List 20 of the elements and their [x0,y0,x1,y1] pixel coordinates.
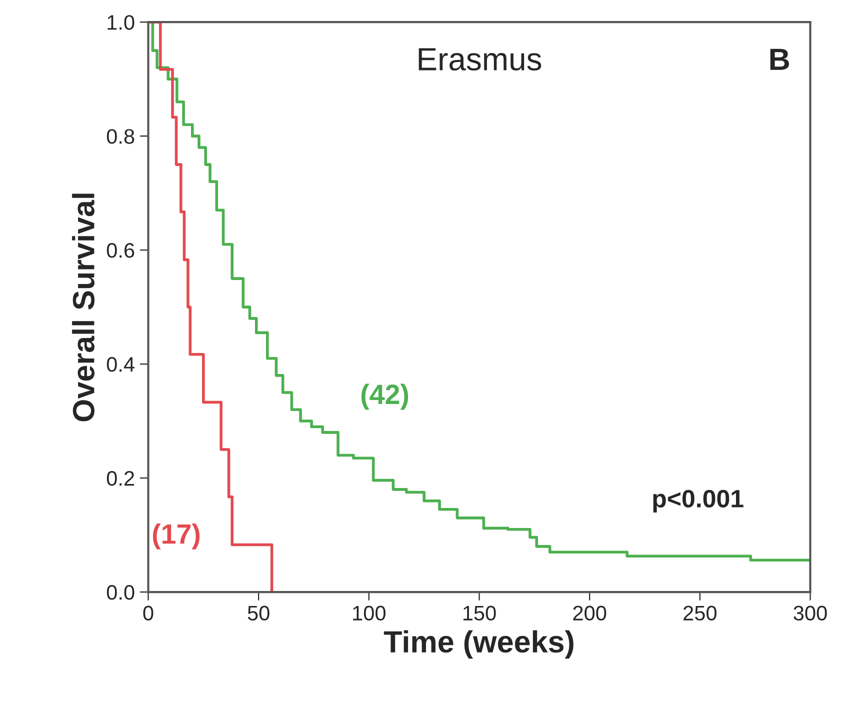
text: Erasmus [418,48,542,71]
y-tick-label: 0.4 [106,357,134,372]
annotation: B [770,48,790,70]
x-tick-label: 100 [353,606,386,621]
annotation: p<0.001 [653,490,744,512]
y-tick-label: 0.8 [106,129,134,144]
y-tick-label: 0.2 [106,471,134,486]
x-tick-label: 0 [143,606,154,621]
series-label: (42) [361,384,408,410]
x-tick-label: 200 [573,606,606,621]
x-tick-label: 300 [794,606,827,621]
y-tick-label: 1.0 [108,15,134,30]
x-tick-label: 50 [248,606,270,621]
x-axis-title: Time (weeks) [384,630,574,659]
y-axis-title: Overall Survival [72,194,94,422]
y-tick-label: 0.0 [106,585,134,600]
y-tick-label: 0.6 [106,243,134,258]
x-tick-label: 250 [684,606,716,621]
series-label: (17) [152,523,200,550]
x-tick-label: 150 [463,606,496,621]
